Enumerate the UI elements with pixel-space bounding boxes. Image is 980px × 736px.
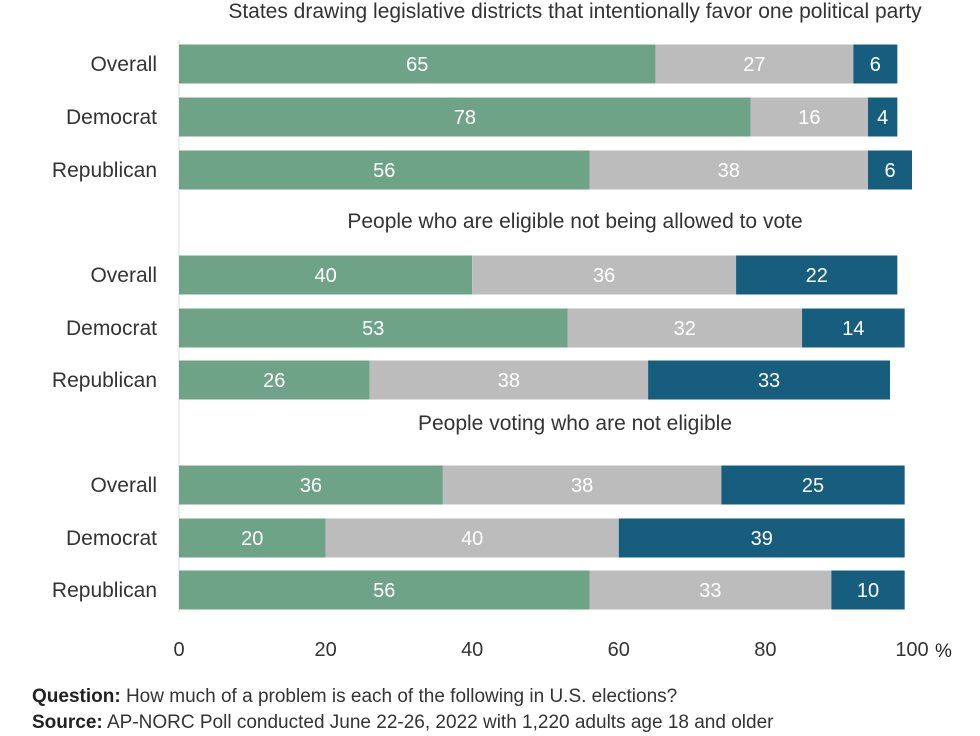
category-label: Overall <box>90 474 157 497</box>
data-label: 16 <box>798 107 820 129</box>
category-label: Republican <box>52 579 157 602</box>
x-tick-label: 40 <box>461 639 483 661</box>
bar-segment <box>179 518 326 558</box>
bar-segment <box>618 518 905 558</box>
data-label: 20 <box>241 528 263 550</box>
data-label: 56 <box>373 160 395 182</box>
data-label: 38 <box>498 370 520 392</box>
panel-title: People voting who are not eligible <box>418 412 732 435</box>
bar-segment <box>589 570 832 610</box>
bar-segment <box>655 44 854 84</box>
data-label: 38 <box>718 160 740 182</box>
x-tick-label: 60 <box>608 639 630 661</box>
source-text: AP-NORC Poll conducted June 22-26, 2022 … <box>106 712 774 733</box>
bar-segment <box>831 570 905 610</box>
question-text: How much of a problem is each of the fol… <box>125 686 678 707</box>
data-label: 33 <box>758 370 780 392</box>
data-label: 53 <box>362 318 384 340</box>
category-label: Republican <box>52 159 157 182</box>
bar-segment <box>179 570 590 610</box>
x-unit-label: % <box>935 641 952 662</box>
bar-segment <box>853 44 898 84</box>
panel-title: States drawing legislative districts tha… <box>228 0 922 23</box>
bar-segment <box>325 518 619 558</box>
bar-segment <box>179 44 656 84</box>
bar-segment <box>589 150 869 190</box>
bar-segment <box>179 360 370 400</box>
x-tick-label: 0 <box>173 639 184 661</box>
bar-segment <box>179 465 443 505</box>
bar-segment <box>369 360 649 400</box>
data-label: 65 <box>406 54 428 76</box>
bar-segment <box>179 308 568 348</box>
data-label: 39 <box>751 528 773 550</box>
data-label: 10 <box>857 580 879 602</box>
data-label: 78 <box>454 107 476 129</box>
data-label: 32 <box>674 318 696 340</box>
question-line: Question: How much of a problem is each … <box>32 684 972 710</box>
x-tick-label: 100 <box>895 639 928 661</box>
data-label: 6 <box>870 54 881 76</box>
chart-footer: Question: How much of a problem is each … <box>32 684 972 736</box>
source-line: Source: AP-NORC Poll conducted June 22-2… <box>32 710 972 736</box>
bar-segment <box>567 308 803 348</box>
data-label: 26 <box>263 370 285 392</box>
category-label: Democrat <box>66 106 157 129</box>
bar-segment <box>721 465 905 505</box>
data-label: 36 <box>300 475 322 497</box>
category-label: Democrat <box>66 527 157 550</box>
bar-segment <box>648 360 891 400</box>
data-label: 4 <box>877 107 888 129</box>
data-label: 14 <box>842 318 864 340</box>
source-label: Source: <box>32 712 103 733</box>
category-label: Republican <box>52 369 157 392</box>
category-label: Democrat <box>66 317 157 340</box>
question-label: Question: <box>32 686 121 707</box>
data-label: 36 <box>593 265 615 287</box>
data-label: 40 <box>461 528 483 550</box>
bar-segment <box>472 255 737 295</box>
data-label: 33 <box>699 580 721 602</box>
data-label: 25 <box>802 475 824 497</box>
category-label: Overall <box>90 264 157 287</box>
x-tick-label: 80 <box>754 639 776 661</box>
bar-segment <box>179 97 751 137</box>
data-label: 40 <box>314 265 336 287</box>
bar-segment <box>868 150 912 190</box>
data-label: 38 <box>571 475 593 497</box>
bar-segment <box>802 308 905 348</box>
data-label: 27 <box>743 54 765 76</box>
bar-segment <box>868 97 898 137</box>
data-label: 22 <box>806 265 828 287</box>
panel-title: People who are eligible not being allowe… <box>347 210 802 233</box>
data-label: 6 <box>884 160 895 182</box>
bar-segment <box>179 255 473 295</box>
category-label: Overall <box>90 53 157 76</box>
stacked-bar-chart: States drawing legislative districts tha… <box>52 0 952 662</box>
bar-segment <box>442 465 722 505</box>
bar-segment <box>736 255 898 295</box>
data-label: 56 <box>373 580 395 602</box>
bar-segment <box>179 150 590 190</box>
x-tick-label: 20 <box>314 639 336 661</box>
bar-segment <box>750 97 869 137</box>
